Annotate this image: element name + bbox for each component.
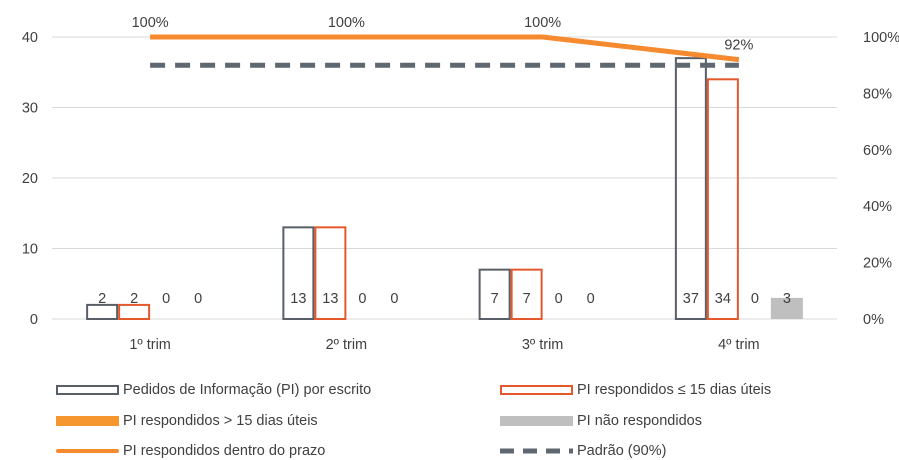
legend-label: PI respondidos dentro do prazo <box>123 443 326 459</box>
left-axis-tick-label: 30 <box>22 101 38 117</box>
bar <box>86 303 119 320</box>
bar <box>118 303 151 320</box>
legend-item-pi-dentro-prazo: PI respondidos dentro do prazo <box>56 443 325 459</box>
legend-label: PI não respondidos <box>577 413 702 429</box>
x-axis-tick-label: 1º trim <box>129 337 171 353</box>
bar <box>706 78 739 320</box>
bar <box>478 268 511 320</box>
bar-data-label: 0 <box>358 291 366 307</box>
legend-label: Padrão (90%) <box>577 443 667 459</box>
left-axis-tick-label: 0 <box>30 312 38 328</box>
left-axis-tick-label: 20 <box>22 171 38 187</box>
right-axis-tick-label: 40% <box>863 199 892 215</box>
legend-item-pi-nao-respondidos: PI não respondidos <box>500 413 702 429</box>
line-data-label: 100% <box>328 15 365 31</box>
bar <box>282 226 315 321</box>
right-axis-tick-label: 60% <box>863 143 892 159</box>
bar <box>314 226 347 321</box>
legend-item-pi-escrito: Pedidos de Informação (PI) por escrito <box>56 382 371 398</box>
bar <box>510 268 543 320</box>
bar-data-label: 0 <box>194 291 202 307</box>
bar-data-label: 37 <box>683 291 699 307</box>
bar <box>770 297 803 319</box>
bar-data-label: 0 <box>751 291 759 307</box>
x-axis-tick-label: 2º trim <box>326 337 368 353</box>
bar-data-label: 0 <box>162 291 170 307</box>
legend-item-pi-gt-15: PI respondidos > 15 dias úteis <box>56 413 318 429</box>
legend-symbol-fill-gray <box>500 416 573 426</box>
line-data-label: 100% <box>524 15 561 31</box>
legend-label: PI respondidos ≤ 15 dias úteis <box>577 382 772 398</box>
bar <box>674 57 707 321</box>
legend-symbol-outline-gray <box>56 385 119 395</box>
bar-data-label: 2 <box>130 291 138 307</box>
legend-symbol-outline-red <box>500 385 573 395</box>
bar-data-label: 34 <box>715 291 731 307</box>
line-data-label: 92% <box>724 38 753 54</box>
bar-data-label: 7 <box>523 291 531 307</box>
left-axis-tick-label: 10 <box>22 242 38 258</box>
legend-item-padrao: Padrão (90%) <box>500 443 666 459</box>
bar-data-label: 13 <box>290 291 306 307</box>
bar-data-label: 2 <box>98 291 106 307</box>
series-line-dentro-prazo <box>150 34 740 63</box>
legend-symbol-dashed-gray <box>500 448 573 454</box>
right-axis-tick-label: 0% <box>863 312 884 328</box>
legend-label: Pedidos de Informação (PI) por escrito <box>123 382 372 398</box>
legend-label: PI respondidos > 15 dias úteis <box>123 413 318 429</box>
x-axis-tick-label: 4º trim <box>718 337 760 353</box>
bar-data-label: 0 <box>555 291 563 307</box>
line-data-label: 100% <box>132 15 169 31</box>
legend-symbol-line-orange <box>56 449 119 453</box>
bar-data-label: 0 <box>390 291 398 307</box>
legend-symbol-fill-orange <box>56 416 119 426</box>
bar-data-label: 7 <box>491 291 499 307</box>
right-axis-tick-label: 20% <box>863 256 892 272</box>
right-axis-tick-label: 100% <box>863 30 899 46</box>
left-axis-tick-label: 40 <box>22 30 38 46</box>
bar-data-label: 13 <box>322 291 338 307</box>
legend-item-pi-le-15: PI respondidos ≤ 15 dias úteis <box>500 382 771 398</box>
bar-data-label: 0 <box>587 291 595 307</box>
bar-data-label: 3 <box>783 291 791 307</box>
right-axis-tick-label: 80% <box>863 86 892 102</box>
x-axis-tick-label: 3º trim <box>522 337 564 353</box>
